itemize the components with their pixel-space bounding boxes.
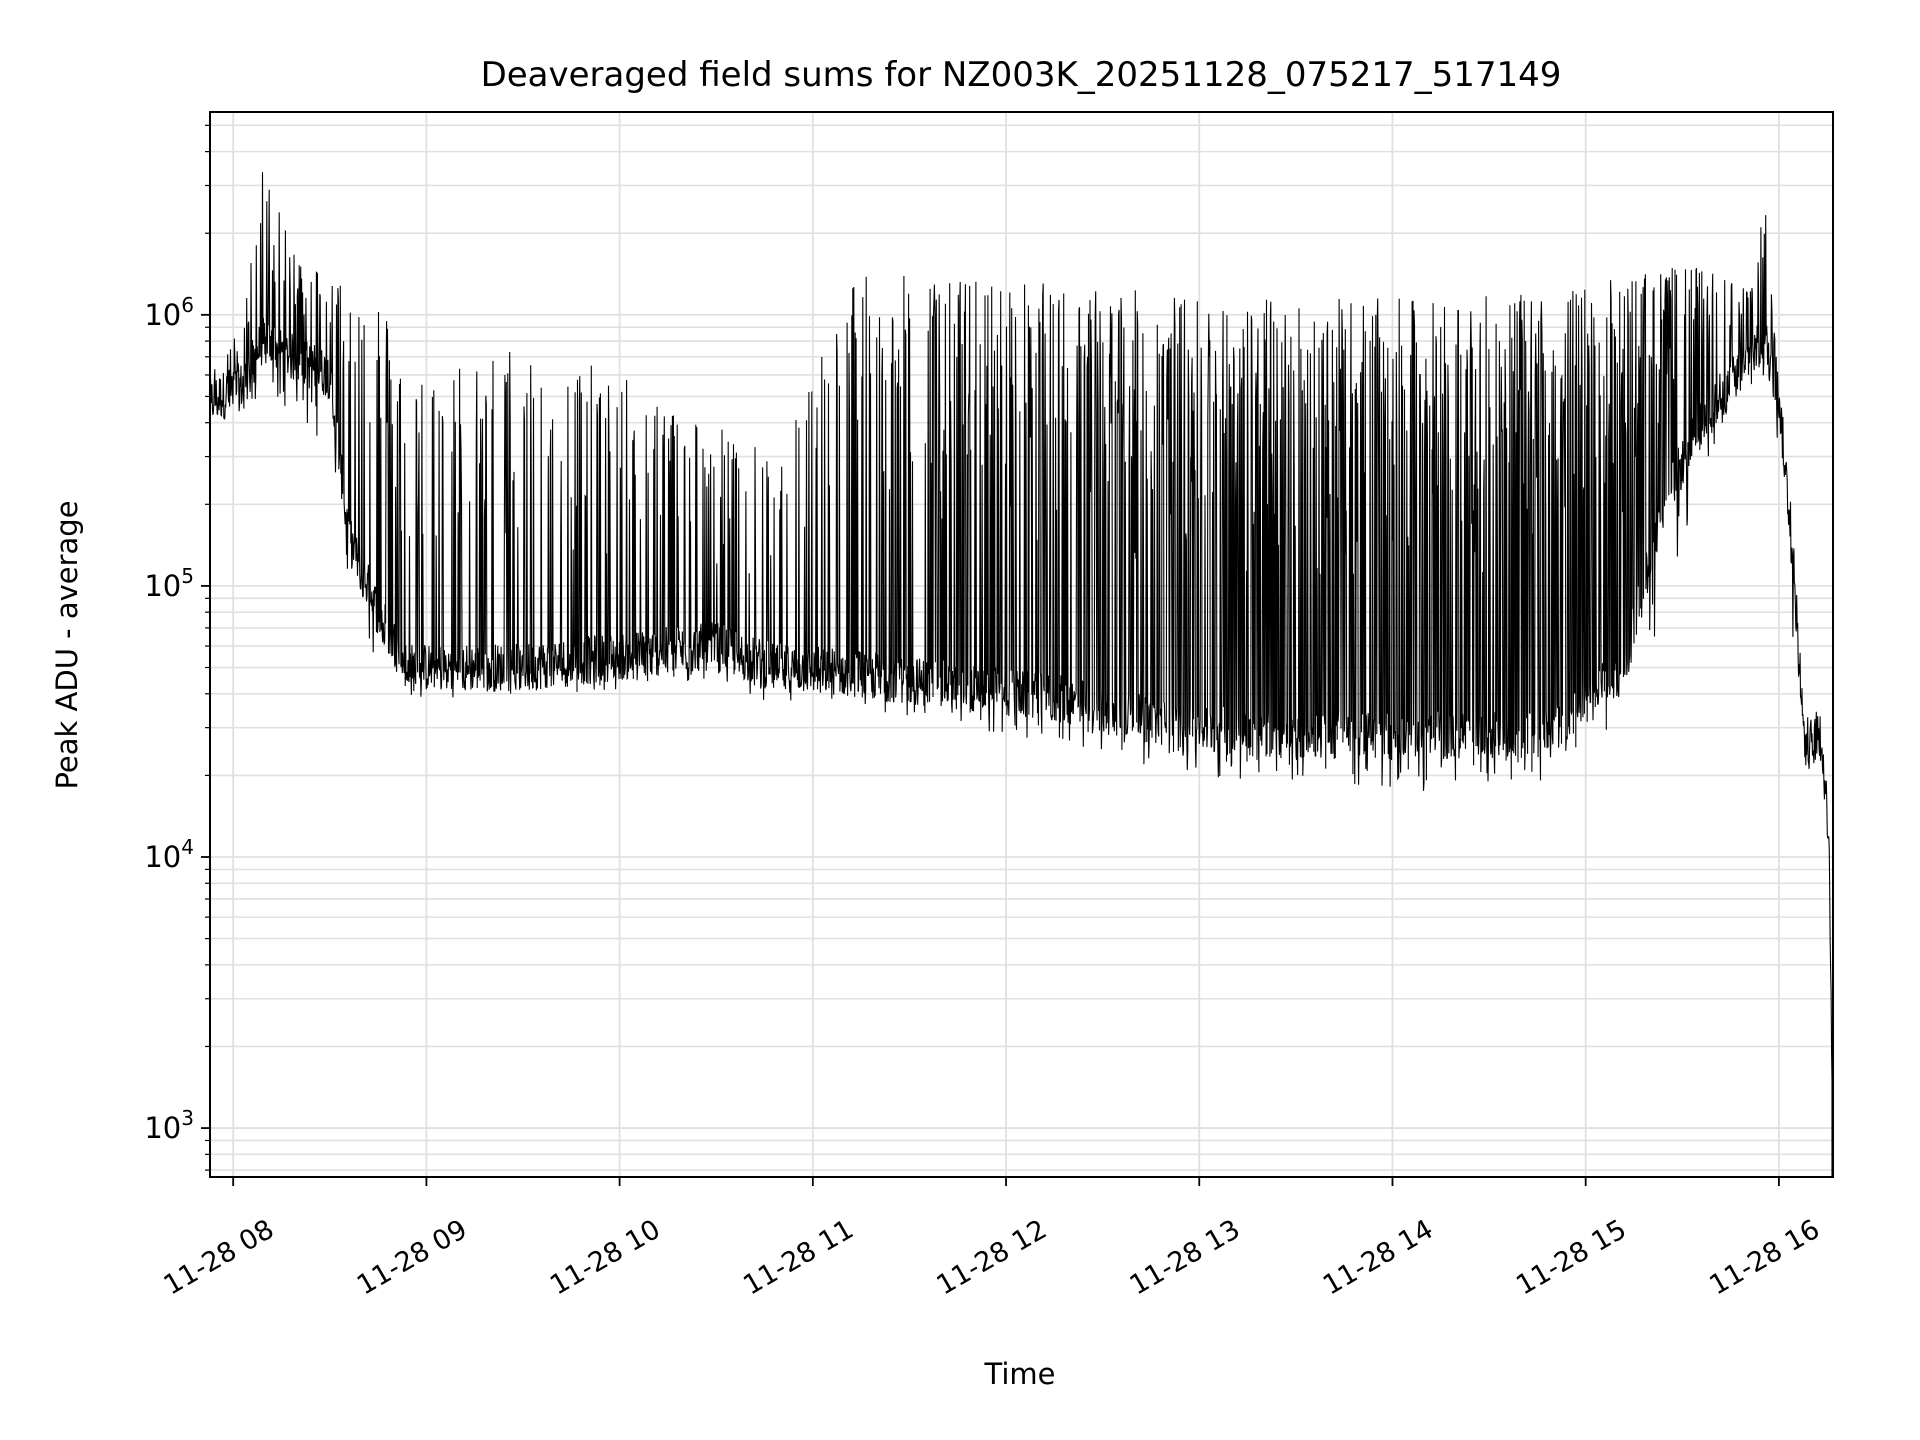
y-axis-label: Peak ADU - average: [50, 500, 84, 789]
data-line: [210, 172, 1833, 1177]
y-tick-label: 104: [144, 835, 194, 874]
y-tick-label: 105: [144, 564, 194, 603]
chart-title: Deaveraged field sums for NZ003K_2025112…: [481, 55, 1562, 95]
y-tick-label: 103: [144, 1106, 194, 1145]
y-tick-label: 106: [144, 293, 194, 332]
plot-frame: [209, 111, 1834, 1178]
x-axis-label: Time: [984, 1357, 1056, 1391]
y-axis: 103 104 105 106: [144, 124, 210, 1171]
